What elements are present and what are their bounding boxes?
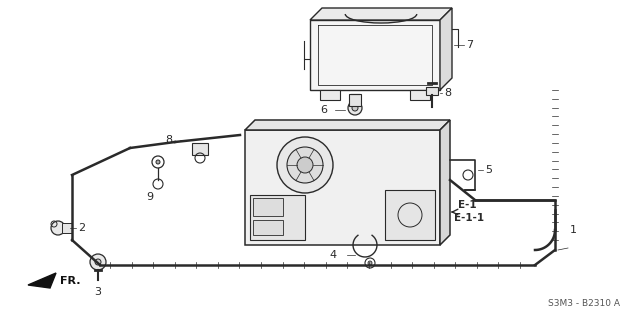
Circle shape: [277, 137, 333, 193]
Bar: [192, 143, 208, 155]
Polygon shape: [440, 120, 450, 245]
Text: 2: 2: [78, 223, 85, 233]
Circle shape: [95, 259, 101, 265]
Text: E-1: E-1: [458, 200, 477, 210]
Circle shape: [90, 254, 106, 270]
Text: 7: 7: [466, 40, 473, 50]
Bar: [349, 94, 361, 106]
Bar: [253, 198, 283, 216]
Text: 8: 8: [165, 135, 172, 145]
Bar: [245, 130, 440, 245]
Text: E-1-1: E-1-1: [454, 213, 484, 223]
Bar: [385, 190, 435, 240]
Circle shape: [348, 101, 362, 115]
Bar: [250, 195, 305, 240]
Polygon shape: [245, 120, 450, 130]
Polygon shape: [310, 8, 452, 20]
Circle shape: [352, 105, 358, 111]
Circle shape: [156, 160, 160, 164]
Circle shape: [287, 147, 323, 183]
Text: 9: 9: [147, 192, 154, 202]
Circle shape: [51, 221, 65, 235]
Text: 3: 3: [95, 287, 102, 297]
Circle shape: [368, 261, 372, 265]
Text: 1: 1: [570, 225, 577, 235]
Text: 4: 4: [330, 250, 337, 260]
Bar: [426, 87, 438, 95]
Bar: [62, 223, 72, 233]
Text: S3M3 - B2310 A: S3M3 - B2310 A: [548, 299, 620, 308]
Text: 8: 8: [444, 88, 451, 98]
Text: 5: 5: [485, 165, 492, 175]
Circle shape: [297, 157, 313, 173]
Bar: [310, 20, 440, 90]
Text: 6: 6: [320, 105, 327, 115]
Polygon shape: [28, 273, 56, 288]
Bar: [410, 90, 430, 100]
Text: FR.: FR.: [60, 276, 81, 286]
Bar: [253, 220, 283, 235]
Bar: [320, 90, 340, 100]
Polygon shape: [440, 8, 452, 90]
